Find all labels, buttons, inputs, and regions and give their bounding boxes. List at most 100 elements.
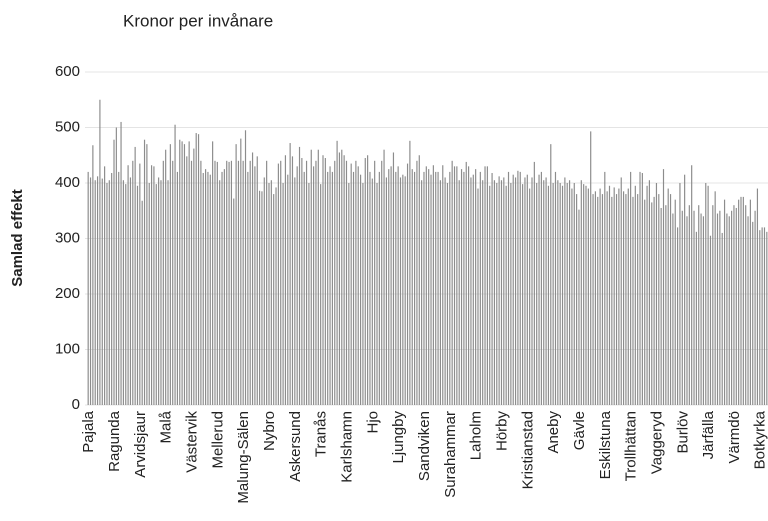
bar <box>639 171 641 405</box>
bar <box>641 173 643 405</box>
bar <box>688 205 690 405</box>
bar <box>517 170 519 405</box>
bar <box>350 163 352 405</box>
bar <box>728 216 730 405</box>
bar <box>667 188 669 405</box>
bar <box>150 165 153 405</box>
bar <box>190 160 193 405</box>
bar <box>463 171 465 405</box>
bar <box>404 176 406 405</box>
bar <box>381 160 383 405</box>
bar <box>681 210 683 405</box>
bar <box>160 180 162 405</box>
bar <box>723 199 726 405</box>
bar <box>592 194 594 405</box>
bar <box>669 194 672 405</box>
x-tick-label: Hjo <box>364 411 381 434</box>
bar <box>207 171 209 405</box>
x-tick-label: Aneby <box>545 411 562 454</box>
bar <box>303 171 305 405</box>
bar <box>282 183 284 405</box>
x-tick-label: Malå <box>158 410 175 443</box>
bar <box>627 188 629 405</box>
bar <box>686 216 688 405</box>
bar <box>498 176 500 405</box>
x-tick-label: Trollhättan <box>623 411 640 481</box>
bar <box>165 149 167 405</box>
bar <box>435 171 437 405</box>
y-tick-label: 200 <box>55 285 80 302</box>
x-tick-label: Eskilstuna <box>597 410 614 479</box>
bar <box>127 165 129 405</box>
bar <box>552 183 554 405</box>
bar <box>611 196 613 405</box>
bar <box>766 231 768 405</box>
bar <box>406 163 409 405</box>
x-tick-label: Burlöv <box>674 411 691 454</box>
bar <box>531 177 533 405</box>
bar <box>529 188 531 405</box>
bar <box>580 180 582 405</box>
bar <box>280 160 282 405</box>
bar <box>289 143 291 406</box>
bar <box>538 174 540 405</box>
bar <box>576 194 578 405</box>
bar <box>327 171 329 405</box>
bar <box>395 171 397 405</box>
bar <box>524 177 526 405</box>
bar <box>660 207 662 405</box>
bar <box>254 166 256 405</box>
bar <box>716 213 719 405</box>
bar <box>237 160 240 405</box>
bar <box>618 188 620 405</box>
y-tick-label: 500 <box>55 118 80 135</box>
bar <box>761 227 763 405</box>
bar <box>479 171 481 405</box>
bar <box>94 180 96 405</box>
bar <box>308 183 310 405</box>
bar <box>416 160 418 405</box>
bar <box>89 177 92 405</box>
bar <box>158 177 160 405</box>
bar <box>209 174 211 405</box>
bar <box>418 155 420 405</box>
bar <box>613 187 615 405</box>
bar <box>747 216 749 405</box>
bar <box>477 188 479 405</box>
bar <box>374 160 376 405</box>
bar <box>256 156 258 405</box>
bar <box>388 169 390 405</box>
x-tick-label: Sandviken <box>416 411 433 481</box>
bar <box>153 166 155 405</box>
y-axis-label: Samlad effekt <box>9 189 26 287</box>
bar <box>599 188 601 405</box>
x-tick-label: Botkyrka <box>752 410 768 469</box>
bar <box>475 169 477 405</box>
bar <box>503 177 505 405</box>
bar <box>615 194 618 405</box>
bar <box>235 144 237 405</box>
bar <box>125 184 127 405</box>
bar <box>167 180 169 405</box>
bar <box>378 171 380 405</box>
bar <box>233 198 235 405</box>
bar <box>709 235 712 405</box>
x-tick-label: Surahammar <box>442 411 459 498</box>
x-tick-label: Tranås <box>313 411 330 457</box>
x-tick-label: Arvidsjaur <box>132 411 149 478</box>
x-tick-label: Laholm <box>468 411 485 460</box>
bar <box>740 196 742 405</box>
bar <box>662 169 665 405</box>
bar <box>249 160 251 405</box>
y-tick-label: 300 <box>55 229 80 246</box>
x-tick-label: Askersund <box>287 411 304 482</box>
bar <box>96 176 99 405</box>
bar <box>677 227 679 405</box>
bar <box>554 171 557 405</box>
bar <box>331 171 333 405</box>
bar <box>259 190 261 405</box>
bar <box>341 149 343 405</box>
bar <box>646 185 648 405</box>
bar <box>693 210 695 405</box>
bar <box>719 210 721 405</box>
